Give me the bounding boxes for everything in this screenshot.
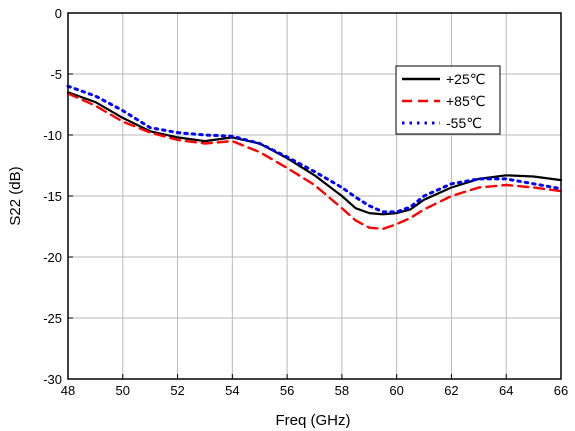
legend-label-plus85: +85℃: [446, 93, 485, 109]
legend-box: [395, 65, 501, 135]
y-tick-labels: 0 -5 -10 -15 -20 -25 -30: [43, 6, 62, 387]
series-line-plus85: [66, 92, 563, 231]
x-tick-label: 50: [116, 383, 130, 398]
x-tick-label: 66: [554, 383, 568, 398]
x-tick-labels: 48 50 52 54 56 58 60 62 64 66: [61, 383, 568, 398]
y-tick-label: 0: [55, 6, 62, 21]
x-tick-label: 52: [170, 383, 184, 398]
legend: +25℃ +85℃ -55℃: [395, 65, 501, 135]
legend-label-plus25: +25℃: [446, 71, 485, 87]
y-tick-label: -25: [43, 311, 62, 326]
y-axis-label: S22 (dB): [7, 166, 24, 225]
series-line-minus55: [66, 84, 563, 214]
y-tick-label: -30: [43, 372, 62, 387]
y-tick-label: -20: [43, 250, 62, 265]
series-group: [66, 84, 563, 231]
y-tick-label: -5: [50, 67, 62, 82]
series-line-plus25: [66, 91, 563, 216]
x-tick-label: 48: [61, 383, 75, 398]
x-axis-label: Freq (GHz): [276, 412, 351, 429]
x-tick-label: 58: [335, 383, 349, 398]
axis-ticks: [67, 12, 562, 380]
y-tick-label: -10: [43, 128, 62, 143]
x-tick-label: 64: [499, 383, 513, 398]
x-tick-label: 60: [389, 383, 403, 398]
x-tick-label: 56: [280, 383, 294, 398]
x-tick-label: 54: [225, 383, 239, 398]
x-tick-label: 62: [444, 383, 458, 398]
legend-label-minus55: -55℃: [446, 115, 482, 131]
y-tick-label: -15: [43, 189, 62, 204]
